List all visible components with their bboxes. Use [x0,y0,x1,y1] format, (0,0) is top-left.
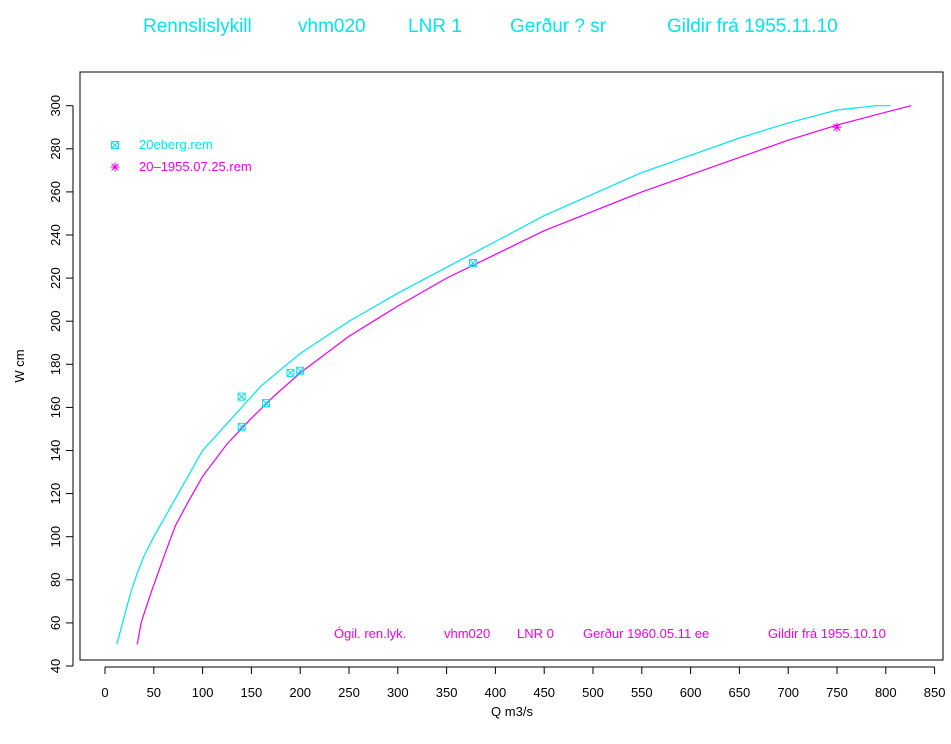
legend-marker-shape [110,162,120,172]
x-axis: 0 50 100 150 200 250 300 350 400 450 500 550 600 650 7… [101,666,946,700]
y-tick-label: 80 [48,573,63,587]
legend-item-1955: 20–1955.07.25.rem [110,159,252,174]
legend-label: 20eberg.rem [139,137,213,152]
y-tick-label: 60 [48,616,63,630]
legend-item-20eberg: 20eberg.rem [111,137,213,152]
legend: 20eberg.rem 20–1955.07.25.rem [110,137,252,174]
x-axis-title: Q m3/s [491,704,533,719]
y-tick-label: 200 [48,310,63,332]
x-tick-label: 450 [533,685,555,700]
annotation-part: Gildir frá 1955.10.10 [768,626,886,641]
x-tick-label: 750 [826,685,848,700]
title-part: vhm020 [298,16,366,37]
plot-frame [79,71,944,661]
data-point [286,368,295,377]
x-tick-label: 0 [101,685,108,700]
annotation-part: Gerður 1960.05.11 ee [583,626,709,641]
x-tick-label: 850 [924,685,946,700]
y-tick-label: 40 [48,659,63,673]
legend-marker-asterisk [110,162,120,172]
y-tick-label: 180 [48,353,63,375]
data-point [237,392,246,401]
x-tick-label: 700 [777,685,799,700]
y-tick-label: 120 [48,483,63,505]
data-point [832,122,842,132]
x-tick-label: 350 [436,685,458,700]
rating-curve-cyan [116,105,891,645]
annotation-part: vhm020 [444,626,490,641]
legend-marker-shape [111,141,119,149]
data-point [468,259,477,268]
measurement-points-3 [832,122,842,132]
annotation-part: Ógil. ren.lyk. [334,626,406,641]
measurement-points-2 [237,259,477,431]
data-point [262,399,271,408]
x-tick-label: 500 [582,685,604,700]
x-tick-label: 600 [680,685,702,700]
x-tick-label: 250 [338,685,360,700]
y-axis-title: W cm [12,349,27,382]
x-tick-label: 200 [289,685,311,700]
y-tick-label: 280 [48,138,63,160]
data-point [237,422,246,431]
x-tick-label: 50 [147,685,161,700]
chart-title: Rennslislykill vhm020 LNR 1 Gerður ? sr … [143,16,838,37]
y-tick-label: 260 [48,181,63,203]
x-tick-label: 150 [241,685,263,700]
title-part: Gildir frá 1955.11.10 [667,16,838,37]
data-point [296,366,305,375]
title-part: Rennslislykill [143,16,252,37]
x-tick-label: 300 [387,685,409,700]
rating-curve-magenta [136,105,912,645]
y-axis: 40 60 80 100 120 140 160 180 200 220 240 260 280 300 [48,95,74,673]
series-layer [116,105,912,645]
y-tick-label: 160 [48,397,63,419]
invalid-curve-annotation: Ógil. ren.lyk. vhm020 LNR 0 Gerður 1960.… [334,626,886,641]
y-tick-label: 300 [48,95,63,117]
y-tick-label: 220 [48,267,63,289]
x-tick-label: 650 [729,685,751,700]
legend-label: 20–1955.07.25.rem [139,159,252,174]
y-tick-label: 140 [48,440,63,462]
x-tick-label: 800 [875,685,897,700]
legend-marker-boxed-x [111,141,119,149]
annotation-part: LNR 0 [517,626,554,641]
x-tick-label: 100 [192,685,214,700]
y-tick-label: 100 [48,526,63,548]
title-part: LNR 1 [408,16,462,37]
x-tick-label: 400 [485,685,507,700]
title-part: Gerður ? sr [510,16,607,37]
y-tick-label: 240 [48,224,63,246]
x-tick-label: 550 [631,685,653,700]
